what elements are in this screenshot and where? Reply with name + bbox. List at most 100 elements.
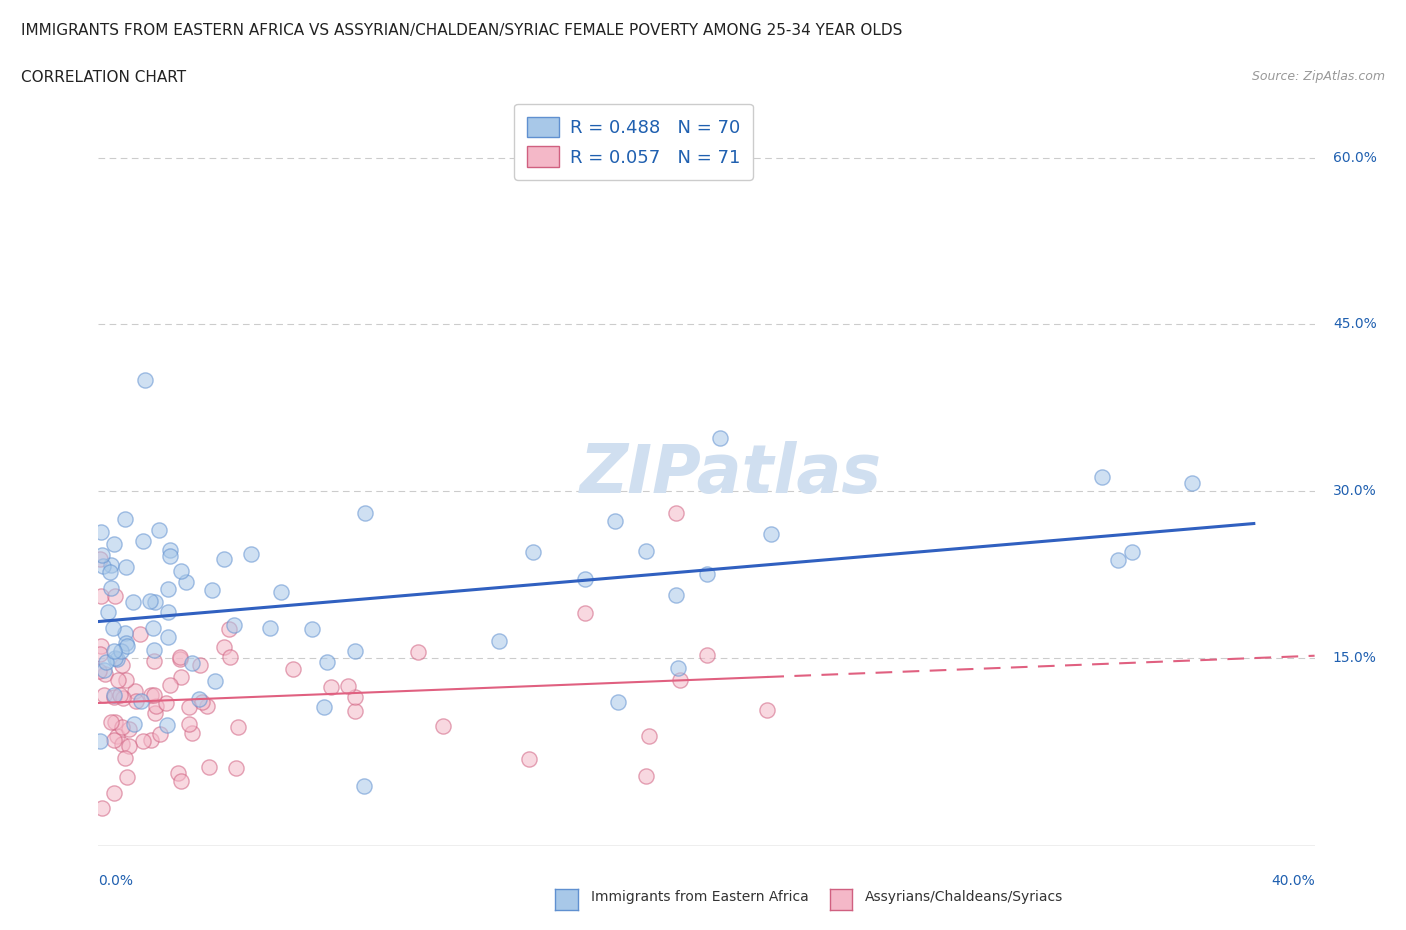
Point bbox=[314, 699, 336, 714]
Point bbox=[180, 725, 202, 740]
Point bbox=[145, 698, 167, 713]
Point bbox=[111, 658, 134, 672]
Point bbox=[283, 661, 305, 676]
Point bbox=[103, 733, 125, 748]
Point bbox=[142, 653, 165, 668]
Point bbox=[96, 654, 118, 669]
Point bbox=[143, 706, 166, 721]
Point bbox=[90, 525, 112, 539]
Point bbox=[111, 737, 134, 751]
Point bbox=[131, 694, 153, 709]
Point bbox=[97, 604, 120, 619]
Point bbox=[114, 751, 136, 765]
Point bbox=[212, 640, 235, 655]
Point bbox=[1107, 552, 1129, 567]
Point bbox=[1091, 470, 1114, 485]
Point bbox=[118, 722, 141, 737]
Point bbox=[522, 545, 544, 560]
Point bbox=[90, 639, 112, 654]
Point bbox=[122, 594, 145, 609]
Text: 40.0%: 40.0% bbox=[1271, 874, 1315, 888]
Point bbox=[89, 646, 111, 661]
Point bbox=[104, 651, 127, 666]
Point bbox=[118, 738, 141, 753]
Text: 30.0%: 30.0% bbox=[1333, 484, 1376, 498]
Point bbox=[198, 759, 221, 774]
Point bbox=[103, 785, 125, 800]
Text: IMMIGRANTS FROM EASTERN AFRICA VS ASSYRIAN/CHALDEAN/SYRIAC FEMALE POVERTY AMONG : IMMIGRANTS FROM EASTERN AFRICA VS ASSYRI… bbox=[21, 23, 903, 38]
Point bbox=[696, 647, 718, 662]
Point bbox=[125, 693, 148, 708]
Point bbox=[100, 558, 122, 573]
Point bbox=[1121, 544, 1143, 559]
Point bbox=[170, 670, 193, 684]
Point bbox=[709, 431, 731, 445]
Point bbox=[103, 537, 125, 551]
Point bbox=[132, 734, 155, 749]
Point bbox=[219, 650, 242, 665]
Point bbox=[114, 626, 136, 641]
Point bbox=[167, 765, 190, 780]
Point bbox=[134, 372, 156, 387]
Point bbox=[756, 702, 779, 717]
Text: 45.0%: 45.0% bbox=[1333, 317, 1376, 331]
Point bbox=[607, 695, 630, 710]
Point bbox=[353, 505, 375, 520]
Point bbox=[190, 695, 212, 710]
Point bbox=[155, 695, 177, 710]
Point bbox=[170, 774, 193, 789]
Point bbox=[105, 728, 128, 743]
Point bbox=[574, 605, 596, 620]
Point bbox=[316, 655, 339, 670]
Point bbox=[100, 580, 122, 595]
Point bbox=[139, 732, 162, 747]
Point bbox=[114, 512, 136, 526]
Point bbox=[108, 687, 131, 702]
Point bbox=[353, 778, 375, 793]
Text: Source: ZipAtlas.com: Source: ZipAtlas.com bbox=[1251, 70, 1385, 83]
Point bbox=[201, 582, 224, 597]
Point bbox=[240, 547, 263, 562]
Point bbox=[301, 622, 323, 637]
Point bbox=[124, 684, 146, 698]
Point bbox=[104, 589, 127, 604]
Point bbox=[89, 734, 111, 749]
Point bbox=[696, 566, 718, 581]
Point bbox=[104, 714, 127, 729]
Point bbox=[488, 634, 510, 649]
Point bbox=[90, 589, 112, 604]
Text: 15.0%: 15.0% bbox=[1333, 650, 1376, 665]
Point bbox=[159, 548, 181, 563]
Point bbox=[634, 769, 657, 784]
Point bbox=[605, 513, 627, 528]
Point bbox=[142, 687, 165, 702]
Point bbox=[638, 729, 661, 744]
Point bbox=[107, 673, 129, 688]
Text: Immigrants from Eastern Africa: Immigrants from Eastern Africa bbox=[591, 890, 808, 905]
Point bbox=[574, 572, 596, 587]
Point bbox=[343, 644, 366, 658]
Point bbox=[100, 714, 122, 729]
Point bbox=[195, 698, 218, 713]
Point bbox=[101, 621, 124, 636]
Text: CORRELATION CHART: CORRELATION CHART bbox=[21, 70, 186, 85]
Point bbox=[665, 506, 688, 521]
Point bbox=[89, 551, 111, 566]
Point bbox=[103, 687, 125, 702]
Point bbox=[143, 594, 166, 609]
Point bbox=[139, 688, 162, 703]
Point bbox=[148, 726, 170, 741]
Point bbox=[156, 717, 179, 732]
Point bbox=[115, 639, 138, 654]
Point bbox=[159, 543, 181, 558]
Point bbox=[98, 565, 121, 579]
Point bbox=[91, 801, 114, 816]
Point bbox=[115, 672, 138, 687]
Point bbox=[759, 526, 782, 541]
Point bbox=[170, 564, 193, 578]
Text: Assyrians/Chaldeans/Syriacs: Assyrians/Chaldeans/Syriacs bbox=[865, 890, 1063, 905]
Point bbox=[111, 690, 134, 705]
Point bbox=[226, 720, 249, 735]
Point bbox=[91, 559, 114, 574]
Point bbox=[103, 690, 125, 705]
